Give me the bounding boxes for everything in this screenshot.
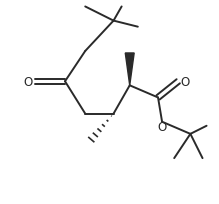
Polygon shape — [125, 54, 134, 86]
Text: O: O — [181, 75, 190, 88]
Text: O: O — [157, 121, 167, 134]
Text: O: O — [23, 75, 32, 88]
